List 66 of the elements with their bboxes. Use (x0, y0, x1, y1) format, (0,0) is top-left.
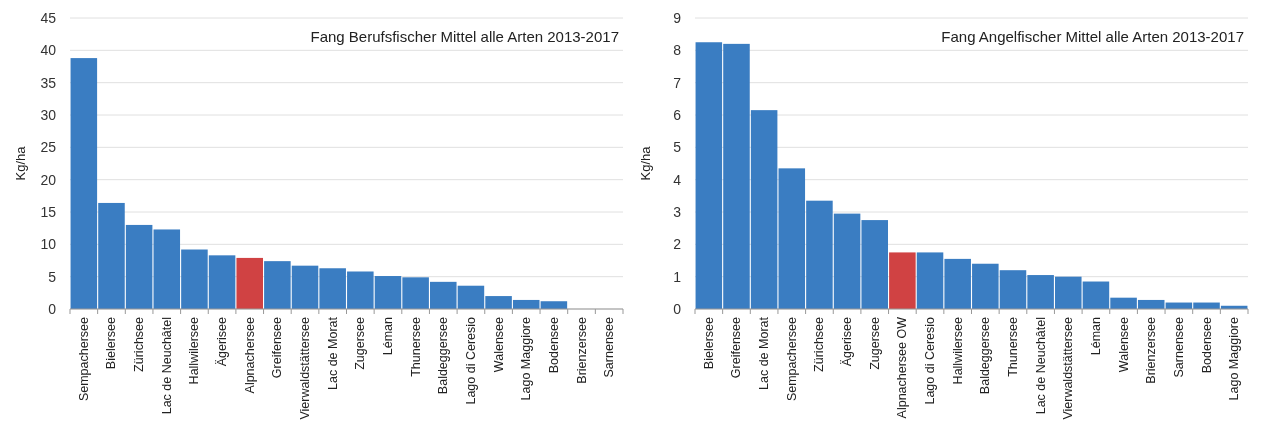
x-tick-label: Thunersee (408, 316, 423, 377)
x-tick-label: Baldeggersee (978, 316, 993, 395)
y-axis-title: Kg/ha (638, 145, 653, 181)
y-tick-label: 10 (40, 236, 57, 253)
x-tick-label: Lago di Ceresio (463, 316, 478, 405)
y-tick-label: 5 (673, 139, 682, 156)
y-tick-label: 5 (48, 268, 57, 285)
x-tick-label: Lago Maggiore (1227, 316, 1242, 401)
x-tick-label: Sarnensee (602, 316, 617, 378)
x-tick-label: Ägerisee (215, 316, 230, 367)
y-axis-title: Kg/ha (13, 145, 28, 181)
text: Fang Berufsfischer Mittel alle Arten 2013-2017 (310, 28, 619, 45)
y-tick-label: 3 (673, 204, 682, 220)
y-tick-label: 35 (40, 74, 57, 91)
bar (889, 252, 916, 309)
x-tick-label: Brienzersee (574, 316, 589, 384)
y-tick-label: 2 (673, 236, 682, 253)
x-tick-label: Ägerisee (840, 316, 855, 367)
x-tick-label: Vierwaldstättersee (298, 316, 313, 420)
y-tick-label: 20 (40, 171, 57, 188)
x-tick-label: Bielersee (701, 316, 716, 370)
x-tick-label: Vierwaldstättersee (1061, 316, 1076, 420)
x-tick-label: Hallwilersee (187, 316, 202, 385)
bar (236, 257, 263, 309)
x-tick-label: Zugersee (867, 316, 882, 370)
text: Fang Angelfischer Mittel alle Arten 2013-2017 (941, 28, 1244, 45)
x-tick-label: Zugersee (353, 316, 368, 370)
x-tick-label: Zürichsee (812, 316, 827, 372)
x-tick-label: Léman (1088, 316, 1103, 356)
x-tick-label: Bodensee (1199, 316, 1214, 374)
y-tick-label: 7 (673, 74, 682, 91)
x-tick-label: Lago Maggiore (519, 316, 534, 401)
x-tick-label: Brienzersee (1144, 316, 1159, 384)
x-tick-label: Thunersee (1005, 316, 1020, 377)
y-tick-label: 1 (673, 268, 682, 285)
x-tick-label: Lago di Ceresio (923, 316, 938, 405)
x-tick-label: Sarnensee (1171, 316, 1186, 378)
y-tick-label: 45 (40, 10, 57, 26)
x-tick-label: Bodensee (546, 316, 561, 374)
x-tick-label: Alpnachersee (242, 316, 257, 394)
x-tick-label: Greifensee (729, 316, 744, 379)
y-tick-label: 15 (40, 204, 57, 220)
x-tick-label: Hallwilersee (950, 316, 965, 385)
x-tick-label: Greifensee (270, 316, 285, 379)
x-tick-label: Léman (380, 316, 395, 356)
x-tick-label: Alpnachersee OW (895, 316, 910, 419)
x-tick-label: Lac de Neuchâtel (1033, 317, 1048, 415)
x-tick-label: Walensee (1116, 316, 1131, 373)
y-tick-label: 25 (40, 139, 57, 156)
y-tick-label: 30 (40, 107, 57, 123)
y-tick-label: 6 (673, 107, 682, 123)
x-tick-label: Walensee (491, 316, 506, 373)
x-tick-label: Lac de Morat (325, 316, 340, 390)
y-tick-label: 0 (673, 301, 682, 317)
y-tick-label: 4 (673, 171, 682, 188)
x-tick-label: Zürichsee (132, 316, 147, 372)
y-tick-label: 8 (673, 42, 682, 59)
x-tick-label: Lac de Neuchâtel (159, 317, 174, 415)
x-tick-label: Bielersee (104, 316, 119, 370)
x-tick-label: Baldeggersee (436, 316, 451, 395)
y-tick-label: 9 (673, 10, 682, 26)
x-tick-label: Lac de Morat (757, 316, 772, 390)
x-tick-label: Sempachersee (76, 316, 91, 402)
y-tick-label: 0 (48, 301, 57, 317)
y-tick-label: 40 (40, 42, 57, 59)
x-tick-label: Sempachersee (784, 316, 799, 402)
